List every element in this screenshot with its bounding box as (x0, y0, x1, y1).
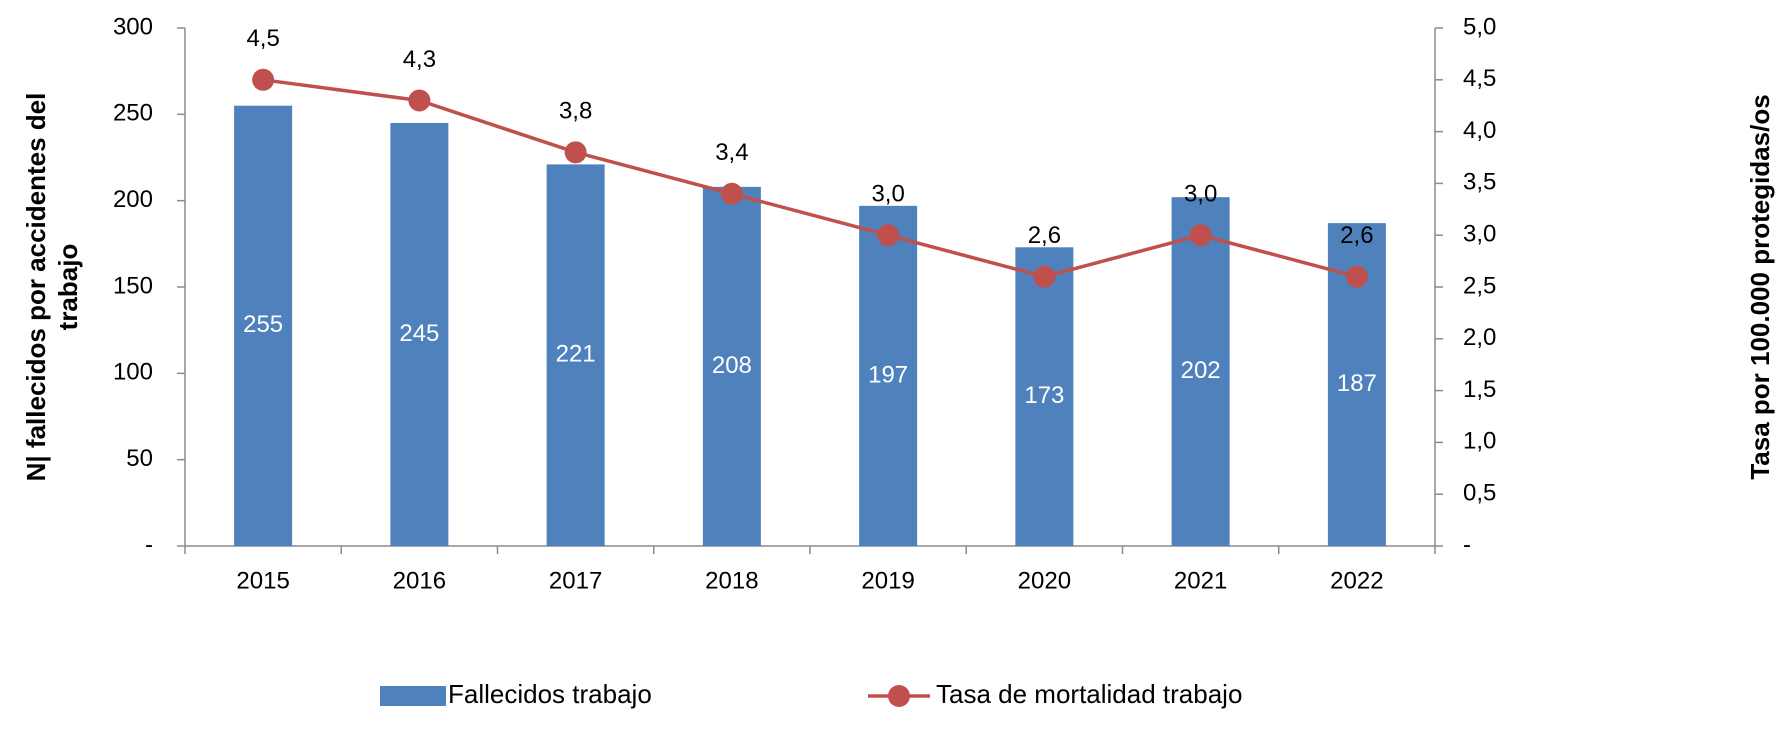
bar-value-label: 221 (556, 341, 596, 368)
line-marker (877, 224, 900, 247)
y-tick-label: 250 (113, 100, 153, 127)
line-value-label: 2,6 (1028, 222, 1061, 249)
line-value-label: 3,0 (1184, 181, 1217, 208)
x-tick-label: 2015 (236, 567, 289, 594)
x-tick-label: 2020 (1018, 567, 1071, 594)
x-tick-label: 2018 (705, 567, 758, 594)
bar-value-label: 173 (1024, 382, 1064, 409)
legend-swatch (380, 686, 446, 706)
line-marker (1345, 265, 1368, 288)
bar-value-label: 208 (712, 352, 752, 379)
x-tick-label: 2022 (1330, 567, 1383, 594)
y-tick-label: 100 (113, 359, 153, 386)
bar (546, 164, 605, 546)
bar-value-label: 202 (1181, 357, 1221, 384)
bar (1015, 247, 1074, 546)
bar (859, 205, 918, 546)
y2-tick-label: 3,0 (1463, 221, 1496, 248)
bar (234, 105, 293, 546)
y2-tick-label: 4,0 (1463, 117, 1496, 144)
line-value-label: 4,5 (246, 25, 279, 52)
bar (702, 186, 761, 546)
y2-axis-title: Tasa por 100.000 protegidas/os (1745, 94, 1775, 479)
y2-tick-label: 1,0 (1463, 428, 1496, 455)
y-tick-label: - (145, 531, 153, 558)
y-tick-label: 300 (113, 13, 153, 40)
x-tick-label: 2019 (861, 567, 914, 594)
legend-marker (888, 685, 910, 707)
line-marker (720, 182, 743, 205)
y2-tick-label: 3,5 (1463, 169, 1496, 196)
x-tick-label: 2017 (549, 567, 602, 594)
legend-label: Tasa de mortalidad trabajo (936, 679, 1242, 709)
bar-value-label: 197 (868, 361, 908, 388)
y2-tick-label: 2,5 (1463, 272, 1496, 299)
y-tick-label: 200 (113, 186, 153, 213)
line-marker (564, 141, 587, 164)
line-marker (408, 89, 431, 112)
y2-tick-label: 0,5 (1463, 480, 1496, 507)
line-marker (252, 68, 275, 91)
x-tick-label: 2021 (1174, 567, 1227, 594)
line-marker (1033, 265, 1056, 288)
y2-tick-label: 5,0 (1463, 13, 1496, 40)
y2-tick-label: 4,5 (1463, 65, 1496, 92)
line-value-label: 3,8 (559, 98, 592, 125)
x-tick-label: 2016 (393, 567, 446, 594)
line-value-label: 2,6 (1340, 222, 1373, 249)
y-axis-title-line: trabajo (53, 244, 83, 331)
bar-value-label: 255 (243, 311, 283, 338)
y2-tick-label: - (1463, 531, 1471, 558)
line-marker (1189, 224, 1212, 247)
y2-tick-label: 2,0 (1463, 324, 1496, 351)
line-value-label: 3,0 (871, 181, 904, 208)
legend-label: Fallecidos trabajo (448, 679, 652, 709)
bar-value-label: 245 (399, 320, 439, 347)
line-value-label: 4,3 (403, 46, 436, 73)
line-value-label: 3,4 (715, 139, 748, 166)
bar-value-label: 187 (1337, 370, 1377, 397)
y-axis-title: N| fallecidos por accidentes deltrabajo (21, 93, 83, 482)
y2-tick-label: 1,5 (1463, 376, 1496, 403)
bar (390, 122, 449, 546)
y-tick-label: 150 (113, 272, 153, 299)
y-axis-title-line: N| fallecidos por accidentes del (21, 93, 51, 482)
bar (1171, 197, 1230, 547)
line (262, 78, 1358, 279)
y-tick-label: 50 (126, 445, 153, 472)
